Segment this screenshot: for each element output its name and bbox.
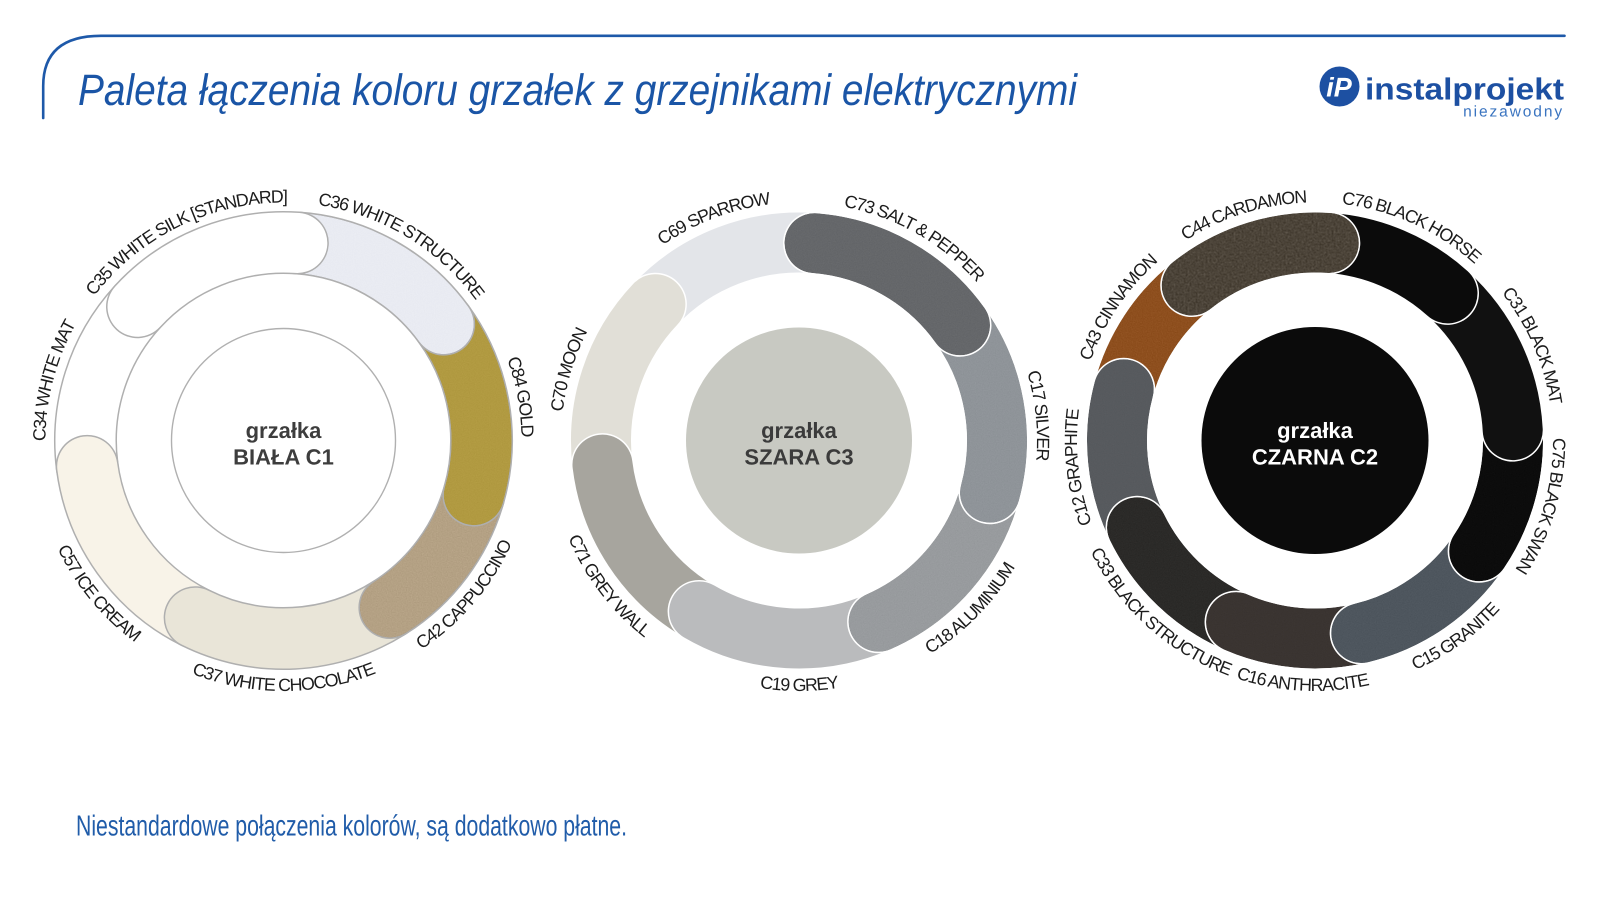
- svg-text:grzałka: grzałka: [1277, 418, 1354, 443]
- svg-text:grzałka: grzałka: [246, 418, 323, 443]
- svg-text:SZARA C3: SZARA C3: [744, 445, 853, 470]
- svg-text:Paleta łączenia koloru grzałek: Paleta łączenia koloru grzałek z grzejni…: [78, 66, 1078, 115]
- svg-text:grzałka: grzałka: [761, 418, 838, 443]
- svg-text:C19 GREY: C19 GREY: [759, 672, 840, 695]
- svg-text:niezawodny: niezawodny: [1463, 104, 1564, 121]
- svg-text:instalprojekt: instalprojekt: [1365, 73, 1564, 107]
- svg-text:CZARNA C2: CZARNA C2: [1252, 445, 1378, 470]
- svg-text:Niestandardowe połączenia kolo: Niestandardowe połączenia kolorów, są do…: [76, 811, 627, 843]
- svg-text:iP: iP: [1326, 73, 1353, 103]
- svg-text:BIAŁA C1: BIAŁA C1: [233, 445, 334, 470]
